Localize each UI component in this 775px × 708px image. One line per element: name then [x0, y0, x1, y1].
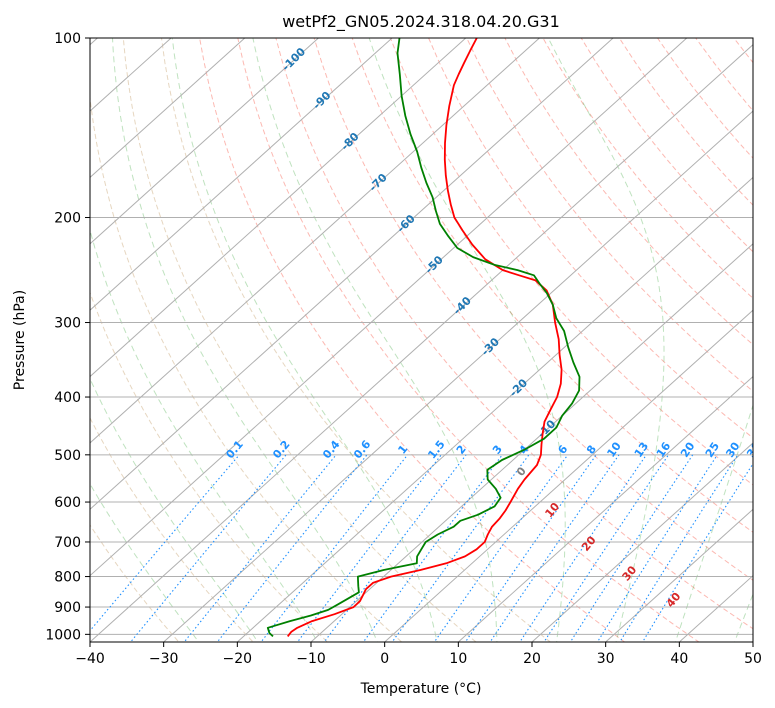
y-axis-label: Pressure (hPa)	[12, 290, 28, 390]
moist-adiabat	[171, 38, 438, 642]
moist-adiabat	[734, 592, 753, 642]
moist-adiabat	[252, 38, 498, 642]
y-tick-label: 700	[54, 535, 81, 551]
isotherm-line	[90, 38, 393, 311]
isotherm-line	[531, 442, 753, 642]
dry-adiabat	[122, 38, 477, 642]
mixing-ratio-line	[596, 454, 718, 642]
x-axis: −40 −30 −20 −10 0 10 20 30 40 50	[75, 642, 762, 667]
isotherm-line	[457, 375, 753, 642]
x-tick-label: 20	[523, 651, 541, 667]
isotherm-line	[163, 110, 753, 642]
y-tick-label: 200	[54, 211, 81, 227]
x-tick-label: 40	[670, 651, 688, 667]
mixing-ratio-line	[464, 454, 597, 642]
dry-adiabat	[161, 38, 552, 642]
moist-adiabat	[547, 38, 665, 642]
y-tick-label: 500	[54, 448, 81, 464]
plot-frame	[89, 37, 754, 643]
isotherm-line	[90, 38, 688, 577]
x-axis-label: Temperature (°C)	[360, 681, 482, 697]
dry-adiabat	[389, 38, 753, 486]
isotherm-line	[236, 176, 753, 642]
isobar-gridlines	[90, 38, 753, 635]
isotherm-line	[90, 38, 467, 378]
isotherm-line	[90, 44, 753, 642]
x-tick-label: −40	[75, 651, 105, 667]
isotherm-line	[90, 38, 540, 444]
x-tick-label: 0	[380, 651, 389, 667]
mixing-ratio-line	[216, 454, 368, 642]
dry-adiabat	[542, 38, 753, 299]
x-tick-label: −30	[149, 651, 179, 667]
isotherm-line	[90, 38, 614, 510]
mixing-ratio-line	[362, 454, 503, 642]
chart-title: wetPf2_GN05.2024.318.04.20.G31	[282, 12, 560, 32]
x-tick-label: 50	[744, 651, 762, 667]
dry-adiabat	[90, 416, 254, 642]
moist-adiabat	[674, 403, 753, 642]
isotherm-line	[605, 508, 753, 642]
x-tick-label: −10	[296, 651, 326, 667]
y-tick-label: 600	[54, 495, 81, 511]
y-tick-label: 1000	[45, 627, 81, 643]
dewpoint-profile	[266, 38, 581, 638]
moist-adiabat	[90, 377, 259, 642]
moist-adiabat	[90, 228, 319, 642]
dry-adiabat	[199, 38, 626, 642]
moist-adiabat	[90, 483, 200, 642]
mixing-ratio-line	[569, 454, 694, 642]
mixing-ratio-line	[391, 454, 530, 642]
mixing-ratio-line	[519, 454, 647, 642]
isotherm-line	[384, 309, 753, 642]
temperature-profile	[286, 38, 563, 637]
mixing-ratio-label: 36	[744, 440, 763, 460]
dry-adiabat	[275, 38, 753, 630]
mixing-ratio-line	[433, 454, 569, 642]
y-tick-label: 800	[54, 570, 81, 586]
isotherm-line	[90, 38, 246, 179]
isotherm-line	[310, 243, 753, 642]
y-axis: 1000 900 800 700 600 500 400 300 200 100	[45, 31, 90, 643]
x-tick-label: 10	[449, 651, 467, 667]
moist-adiabat	[368, 38, 566, 642]
isotherm-gridlines	[90, 38, 753, 642]
y-tick-label: 100	[54, 31, 81, 47]
mixing-ratio-line	[129, 454, 287, 642]
x-tick-label: 30	[597, 651, 615, 667]
mixing-ratio-line	[489, 454, 620, 642]
mixing-ratio-line	[260, 454, 409, 642]
isotherm-line	[90, 38, 319, 245]
mixing-ratio-line	[543, 454, 669, 642]
y-tick-label: 400	[54, 390, 81, 406]
moist-adiabat	[112, 38, 378, 642]
mixing-ratio-line	[183, 454, 337, 642]
dry-adiabat	[466, 38, 753, 392]
x-tick-label: −20	[223, 651, 253, 667]
y-tick-label: 300	[54, 316, 81, 332]
mixing-ratio-line	[619, 454, 739, 642]
profile-lines	[266, 38, 581, 638]
y-tick-label: 900	[54, 600, 81, 616]
mixing-ratio-lines	[90, 454, 753, 642]
dry-adiabat	[90, 291, 329, 642]
